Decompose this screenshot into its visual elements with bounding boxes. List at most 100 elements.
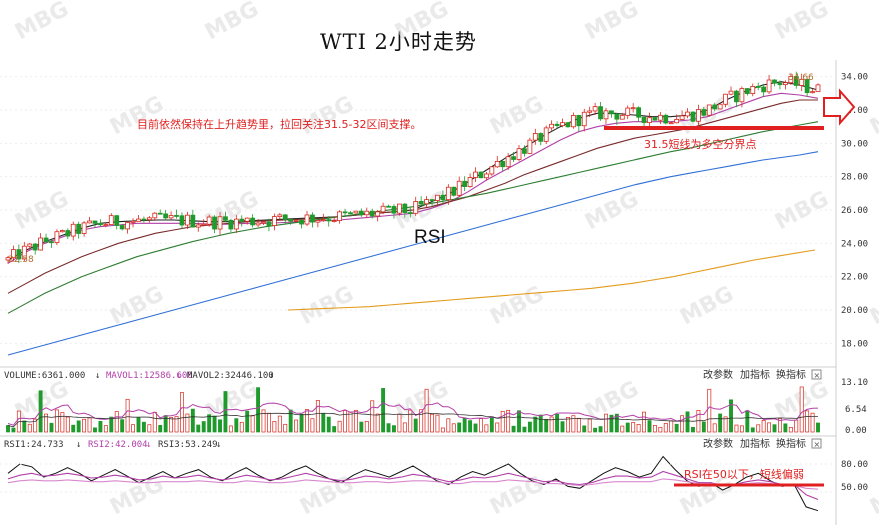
candle-body [581, 111, 587, 127]
candle-body [761, 86, 767, 93]
watermark-logo: MBG [581, 187, 643, 236]
candle-body [212, 216, 217, 230]
volume-bar [163, 415, 168, 433]
volume-bar [6, 425, 10, 433]
volume-bar [152, 411, 157, 433]
volume-bar [484, 424, 489, 433]
volume-bar [98, 420, 103, 433]
volume-bar [576, 417, 581, 433]
candle-body [233, 218, 239, 230]
candle-body [685, 111, 690, 117]
candle-body [538, 133, 544, 142]
volume-label: VOLUME:6361.000 [4, 371, 85, 381]
volume-bar [245, 410, 250, 433]
volume-bar [364, 420, 369, 433]
candle-body [11, 249, 16, 259]
candle-body [201, 223, 207, 226]
volume-bar [511, 425, 516, 433]
candle-body [527, 139, 533, 154]
volume-bar [256, 387, 261, 433]
volume-bar [402, 422, 407, 433]
volume-bar [60, 412, 65, 433]
volume-bar [707, 388, 712, 433]
volume-bar [266, 412, 271, 433]
candle-body [706, 104, 712, 116]
volume-bar [315, 400, 320, 433]
volume-bar [397, 414, 402, 433]
candle-body [293, 219, 299, 222]
volume-bar [109, 416, 114, 433]
candle-body [456, 180, 462, 196]
candle-body [734, 90, 739, 103]
volume-bar [718, 413, 723, 433]
volume-bar [810, 412, 815, 433]
candle-body [543, 127, 549, 142]
volume-arrow-icon: ↓ [95, 371, 100, 381]
candle-body [119, 225, 125, 230]
volume-bar [430, 413, 434, 433]
volume-bar [147, 424, 152, 433]
volume-bar [745, 410, 750, 433]
candle-body [386, 205, 391, 208]
candle-body [532, 133, 538, 141]
candle-body [418, 201, 424, 205]
volume-bar [22, 420, 27, 433]
volume-bar [212, 415, 217, 433]
switch-indicator-button[interactable]: 换指标 [776, 437, 806, 450]
volume-bar [337, 420, 342, 433]
volume-bar [424, 388, 429, 433]
volume-bar [250, 415, 255, 433]
candle-body [424, 199, 429, 205]
watermark-logo: MBG [106, 282, 168, 331]
rsi2-arrow-icon: ↓ [146, 440, 151, 450]
switch-indicator-button[interactable]: 换指标 [776, 368, 806, 381]
candle-body [174, 215, 179, 217]
volume-bar [321, 413, 326, 433]
watermark-logo: MBG [11, 0, 73, 45]
candle-body [619, 114, 625, 120]
volume-bar [783, 423, 788, 433]
candle-body [598, 106, 603, 120]
candle-body [320, 219, 326, 221]
edit-params-button[interactable]: 改参数 [703, 368, 733, 381]
price-tick: 26.00 [841, 206, 868, 216]
volume-bar [777, 418, 782, 433]
volume-bar [71, 424, 76, 433]
candle-body [614, 113, 620, 120]
candle-body [554, 123, 560, 127]
candle-body [157, 212, 163, 215]
price-tick: 32.00 [841, 106, 868, 116]
close-icon: × [814, 440, 821, 449]
candle-body [146, 217, 152, 221]
volume-bar [614, 413, 619, 433]
high-price-label: 34.66 [788, 73, 814, 83]
candle-body [168, 215, 174, 219]
rsi-tick: 50.00 [841, 483, 868, 493]
candle-body [190, 214, 196, 228]
volume-tick: 0.00 [845, 426, 867, 436]
add-indicator-button[interactable]: 加指标 [740, 437, 770, 450]
volume-bar [76, 420, 81, 433]
volume-bar [712, 423, 717, 433]
volume-bar [114, 411, 119, 433]
volume-bar [158, 425, 163, 433]
volume-bar [141, 421, 146, 433]
volume-bar [527, 421, 532, 433]
volume-bar [522, 426, 527, 433]
edit-params-button[interactable]: 改参数 [703, 437, 733, 450]
price-tick: 20.00 [841, 306, 868, 316]
candle-body [250, 217, 256, 226]
candle-body [369, 210, 375, 217]
close-panel-button[interactable] [811, 438, 822, 449]
candle-body [364, 210, 370, 216]
volume-bar [419, 409, 424, 433]
mavol1-label: MAVOL1:12586.600 [106, 371, 193, 381]
volume-bar [283, 423, 288, 433]
mavol1-line [7, 402, 819, 426]
volume-bar [305, 409, 309, 433]
close-panel-button[interactable] [811, 369, 822, 380]
candle-body [641, 116, 647, 123]
volume-bar [272, 421, 277, 433]
add-indicator-button[interactable]: 加指标 [740, 368, 770, 381]
candle-body [152, 212, 158, 219]
